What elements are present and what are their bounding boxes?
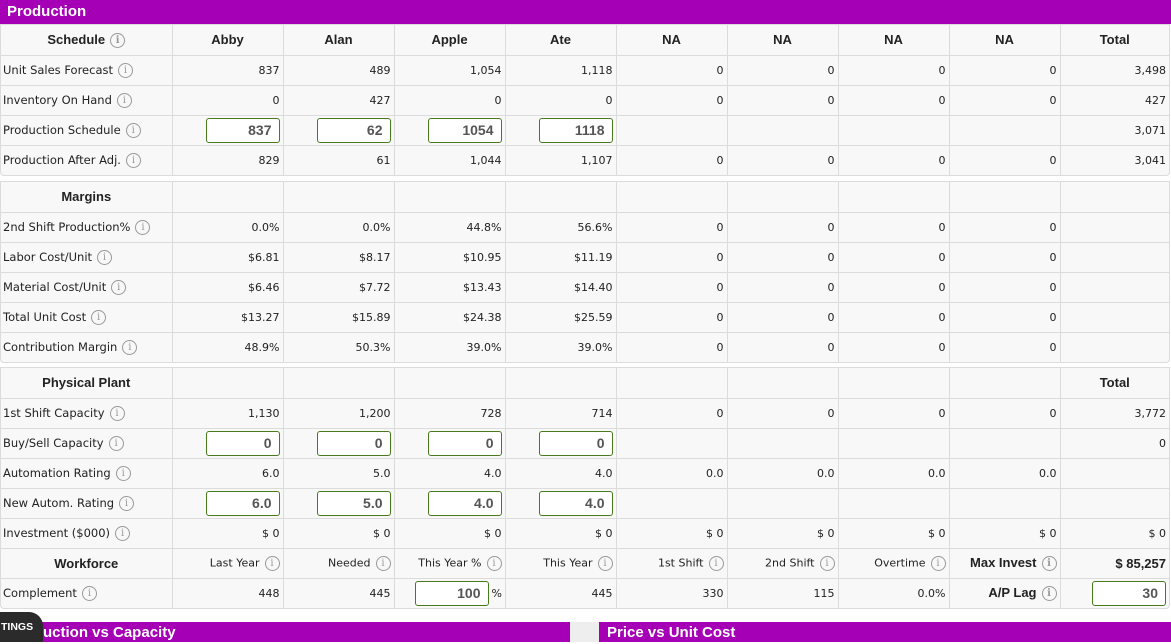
production-schedule-input[interactable]: 1054 <box>427 117 502 143</box>
table-row: Material Cost/Unit i $6.46 $7.72 $13.43 $… <box>1 272 1169 303</box>
column-header: Alan <box>283 25 395 56</box>
production-schedule-input[interactable]: 62 <box>316 117 391 143</box>
table-row: 1st Shift Capacity i 1,130 1,200 728 714 … <box>1 398 1169 429</box>
ap-lag-input[interactable]: 30 <box>1092 580 1166 606</box>
table-row: Unit Sales Forecast i 837 489 1,054 1,118… <box>1 55 1169 86</box>
info-icon[interactable]: i <box>119 495 135 511</box>
info-icon[interactable]: i <box>97 249 113 265</box>
info-icon[interactable]: i <box>264 555 280 571</box>
info-icon[interactable]: i <box>115 465 131 481</box>
price-vs-unit-cost-panel[interactable]: Price vs Unit Cost <box>599 622 1171 642</box>
buy-sell-capacity-input[interactable]: 0 <box>427 430 502 456</box>
info-icon[interactable]: i <box>486 555 502 571</box>
column-header: Apple <box>394 25 506 56</box>
panel-divider <box>570 622 599 642</box>
production-schedule-input[interactable]: 837 <box>205 117 280 143</box>
column-header: Abby <box>172 25 284 56</box>
info-icon[interactable]: i <box>118 62 133 78</box>
info-icon[interactable]: i <box>91 309 107 325</box>
info-icon[interactable]: i <box>135 219 151 235</box>
new-automation-rating-input[interactable]: 4.0 <box>427 490 502 516</box>
plant-header-row: Physical Plant Total <box>1 368 1169 399</box>
buy-sell-capacity-input[interactable]: 0 <box>316 430 391 456</box>
info-icon[interactable]: i <box>109 405 125 421</box>
table-row: Production After Adj. i 829 61 1,044 1,10… <box>1 145 1169 175</box>
table-row: Production Schedule i 837 62 1054 1118 3,… <box>1 115 1169 146</box>
column-header: NA <box>727 25 839 56</box>
info-icon[interactable]: i <box>111 279 127 295</box>
info-icon[interactable]: i <box>125 152 141 168</box>
info-icon[interactable]: i <box>110 32 126 48</box>
info-icon[interactable]: i <box>108 435 124 451</box>
info-icon[interactable]: i <box>1041 586 1057 602</box>
margins-title: Margins <box>1 182 173 213</box>
column-header: NA <box>616 25 728 56</box>
table-row: Inventory On Hand i 0 427 0 0 0 0 0 0 427 <box>1 85 1169 116</box>
info-icon[interactable]: i <box>597 555 613 571</box>
info-icon[interactable]: i <box>115 525 131 541</box>
physical-plant-section: Physical Plant Total 1st Shift Capacity i… <box>0 367 1170 609</box>
table-row: Contribution Margin i 48.9% 50.3% 39.0% 3… <box>1 332 1169 362</box>
info-icon[interactable]: i <box>122 339 138 355</box>
new-automation-rating-input[interactable]: 5.0 <box>316 490 391 516</box>
table-row: Investment ($000) i $ 0 $ 0 $ 0 $ 0 $ 0 $… <box>1 518 1169 549</box>
info-icon[interactable]: i <box>116 92 132 108</box>
buy-sell-capacity-input[interactable]: 0 <box>538 430 613 456</box>
new-automation-rating-input[interactable]: 6.0 <box>205 490 280 516</box>
table-row: Total Unit Cost i $13.27 $15.89 $24.38 $2… <box>1 302 1169 333</box>
column-header: NA <box>838 25 950 56</box>
buy-sell-capacity-input[interactable]: 0 <box>205 430 280 456</box>
production-schedule-input[interactable]: 1118 <box>538 117 613 143</box>
total-header: Total <box>1060 368 1169 399</box>
info-icon[interactable]: i <box>375 555 391 571</box>
margins-section: Margins 2nd Shift Production% i 0.0% 0.0%… <box>0 181 1170 363</box>
this-year-percent-input[interactable]: 100 <box>414 580 489 606</box>
settings-tab[interactable]: TINGS <box>0 612 43 642</box>
new-automation-rating-input[interactable]: 4.0 <box>538 490 613 516</box>
table-row: New Autom. Rating i 6.0 5.0 4.0 4.0 <box>1 488 1169 519</box>
info-icon[interactable]: i <box>125 122 141 138</box>
table-row: Labor Cost/Unit i $6.81 $8.17 $10.95 $11.… <box>1 242 1169 273</box>
workforce-title: Workforce <box>1 548 173 579</box>
workforce-header-row: Workforce Last Year i Needed i This Year %… <box>1 548 1169 579</box>
column-header: Ate <box>505 25 617 56</box>
table-row: Automation Rating i 6.0 5.0 4.0 4.0 0.0 0… <box>1 458 1169 489</box>
info-icon[interactable]: i <box>930 555 946 571</box>
production-header: Production <box>0 0 1171 24</box>
info-icon[interactable]: i <box>81 585 97 601</box>
column-header: NA <box>949 25 1061 56</box>
production-vs-capacity-panel[interactable]: uction vs Capacity <box>0 622 570 642</box>
max-invest-value: $ 85,257 <box>1060 548 1169 579</box>
complement-row: Complement i 448 445 100% 445 330 115 0.0… <box>1 578 1169 608</box>
column-header: Total <box>1060 25 1169 56</box>
table-row: Buy/Sell Capacity i 0 0 0 0 0 <box>1 428 1169 459</box>
info-icon[interactable]: i <box>1041 556 1057 572</box>
info-icon[interactable]: i <box>708 555 724 571</box>
info-icon[interactable]: i <box>819 555 835 571</box>
schedule-title: Schedule i <box>1 25 173 56</box>
margins-header-row: Margins <box>1 182 1169 213</box>
physical-plant-title: Physical Plant <box>1 368 173 399</box>
schedule-section: Schedule i Abby Alan Apple Ate NA NA NA N… <box>0 24 1170 176</box>
schedule-header-row: Schedule i Abby Alan Apple Ate NA NA NA N… <box>1 25 1169 56</box>
table-row: 2nd Shift Production% i 0.0% 0.0% 44.8% 5… <box>1 212 1169 243</box>
